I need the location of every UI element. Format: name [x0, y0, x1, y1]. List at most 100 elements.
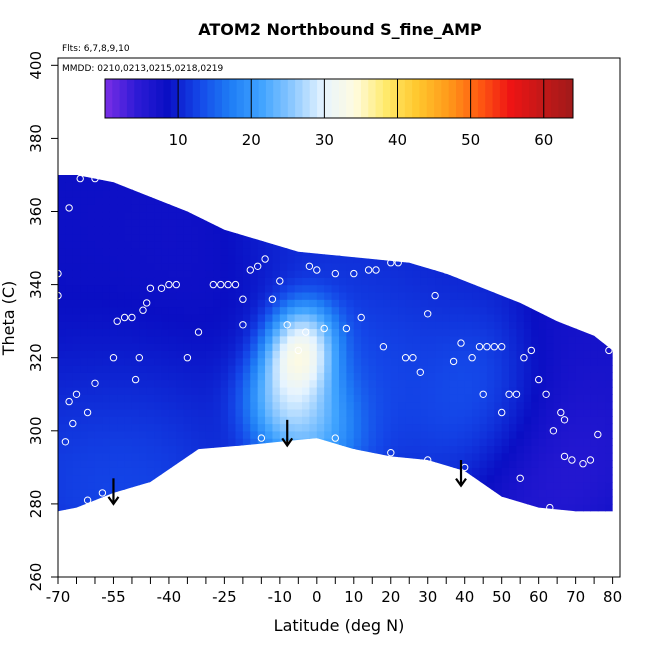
heatmap-cell — [235, 474, 244, 483]
heatmap-cell — [198, 248, 207, 256]
heatmap-cell — [457, 357, 466, 366]
heatmap-cell — [383, 284, 392, 293]
heatmap-cell — [309, 438, 318, 447]
heatmap-cell — [316, 372, 325, 381]
heatmap-cell — [183, 357, 192, 366]
heatmap-cell — [58, 496, 66, 505]
heatmap-cell — [228, 233, 237, 242]
heatmap-cell — [420, 474, 429, 483]
heatmap-cell — [257, 438, 266, 447]
heatmap-cell — [494, 182, 503, 191]
heatmap-cell — [316, 350, 325, 359]
heatmap-cell — [346, 496, 355, 505]
heatmap-cell — [279, 481, 288, 490]
heatmap-cell — [339, 460, 347, 468]
heatmap-cell — [161, 423, 170, 432]
heatmap-cell — [353, 452, 362, 461]
heatmap-cell — [560, 255, 569, 264]
heatmap-cell — [353, 248, 362, 256]
heatmap-cell — [398, 460, 407, 468]
heatmap-cell — [287, 343, 296, 351]
heatmap-cell — [80, 386, 89, 395]
heatmap-cell — [605, 269, 613, 278]
heatmap-cell — [435, 416, 444, 425]
heatmap-cell — [479, 445, 488, 454]
heatmap-cell — [398, 233, 407, 242]
heatmap-cell — [213, 467, 222, 476]
heatmap-cell — [65, 284, 74, 293]
heatmap-cell — [568, 182, 577, 191]
heatmap-cell — [412, 240, 421, 249]
heatmap-cell — [220, 452, 229, 461]
heatmap-cell — [435, 386, 444, 395]
heatmap-cell — [583, 503, 592, 512]
heatmap-cell — [375, 357, 384, 366]
heatmap-cell — [65, 445, 74, 454]
heatmap-cell — [560, 394, 569, 403]
heatmap-cell — [72, 496, 81, 505]
heatmap-cell — [501, 408, 510, 417]
heatmap-cell — [427, 474, 436, 483]
heatmap-cell — [590, 343, 599, 351]
heatmap-cell — [279, 306, 288, 315]
heatmap-cell — [154, 321, 163, 330]
heatmap-cell — [494, 386, 503, 395]
heatmap-cell — [228, 350, 237, 359]
heatmap-cell — [316, 460, 325, 468]
heatmap-cell — [472, 211, 481, 220]
heatmap-cell — [479, 335, 488, 344]
heatmap-cell — [538, 196, 547, 205]
heatmap-cell — [553, 262, 562, 271]
heatmap-cell — [87, 489, 96, 498]
heatmap-cell — [383, 503, 392, 512]
heatmap-cell — [442, 175, 451, 183]
heatmap-cell — [102, 306, 111, 315]
heatmap-cell — [265, 438, 274, 447]
heatmap-cell — [324, 394, 333, 403]
heatmap-cell — [287, 291, 296, 300]
heatmap-cell — [220, 408, 229, 417]
heatmap-cell — [390, 175, 399, 183]
heatmap-cell — [531, 328, 540, 337]
heatmap-cell — [228, 211, 237, 220]
heatmap-cell — [124, 401, 133, 410]
heatmap-cell — [449, 211, 458, 220]
heatmap-cell — [191, 474, 200, 483]
heatmap-cell — [375, 386, 384, 395]
heatmap-cell — [375, 445, 384, 454]
heatmap-cell — [560, 357, 569, 366]
heatmap-cell — [302, 460, 311, 468]
heatmap-cell — [94, 460, 103, 468]
heatmap-cell — [102, 401, 111, 410]
heatmap-cell — [257, 321, 266, 330]
heatmap-cell — [605, 196, 613, 205]
heatmap-cell — [257, 211, 266, 220]
heatmap-cell — [272, 328, 281, 337]
heatmap-cell — [228, 416, 237, 425]
heatmap-cell — [346, 350, 355, 359]
heatmap-cell — [146, 313, 155, 322]
heatmap-cell — [383, 189, 392, 198]
heatmap-cell — [131, 416, 140, 425]
heatmap-cell — [613, 504, 621, 512]
heatmap-cell — [80, 481, 89, 490]
heatmap-cell — [242, 255, 251, 264]
heatmap-cell — [102, 394, 111, 403]
heatmap-cell — [302, 511, 310, 519]
heatmap-cell — [346, 365, 355, 373]
heatmap-cell — [464, 262, 473, 271]
heatmap-cell — [368, 445, 377, 454]
heatmap-cell — [161, 240, 170, 249]
heatmap-cell — [257, 386, 266, 395]
heatmap-cell — [146, 335, 155, 344]
heatmap-cell — [235, 218, 244, 227]
heatmap-cell — [213, 379, 222, 388]
heatmap-cell — [324, 386, 333, 395]
heatmap-cell — [590, 438, 599, 447]
heatmap-cell — [605, 299, 613, 308]
heatmap-cell — [509, 204, 518, 213]
heatmap-cell — [501, 401, 510, 410]
heatmap-cell — [316, 233, 325, 242]
heatmap-cell — [124, 189, 133, 198]
heatmap-cell — [613, 497, 621, 505]
